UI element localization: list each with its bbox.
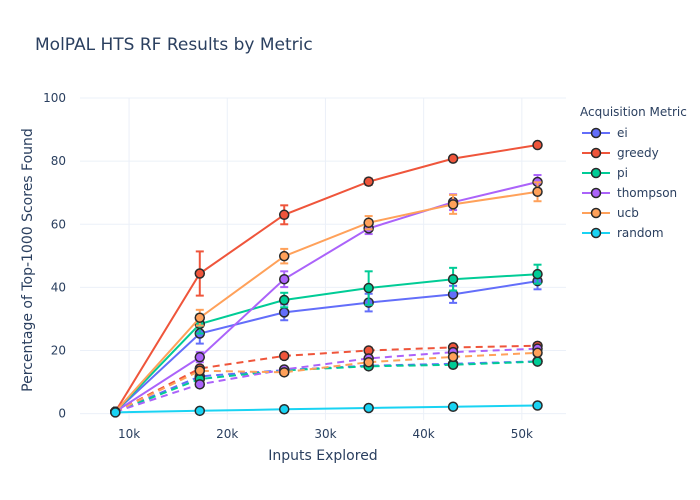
- legend-item-ucb[interactable]: ucb: [582, 206, 639, 220]
- data-point: [447, 273, 459, 285]
- axis-tick-labels: 0 20 40 60 80 100 10k 20k 30k 40k 50k: [43, 91, 533, 441]
- y-tick-label: 40: [51, 280, 66, 294]
- y-tick-label: 60: [51, 217, 66, 231]
- data-point: [532, 186, 543, 198]
- series-line: [114, 360, 538, 413]
- gridlines: [80, 97, 566, 420]
- legend-swatch-marker: [590, 227, 602, 239]
- data-point: [278, 209, 290, 221]
- legend-swatch-marker: [590, 167, 602, 179]
- data-point: [363, 176, 374, 187]
- data-point: [194, 351, 206, 363]
- legend-label: ei: [617, 126, 628, 140]
- series-line: [114, 344, 538, 413]
- data-point: [532, 139, 543, 151]
- x-tick-label: 50k: [511, 427, 533, 441]
- data-point: [278, 367, 290, 378]
- series-line: [115, 404, 538, 414]
- data-point: [110, 407, 121, 418]
- data-point: [447, 351, 459, 363]
- legend-swatch-marker: [590, 147, 602, 159]
- legend-item-pi[interactable]: pi: [582, 166, 628, 180]
- data-point: [194, 312, 206, 323]
- x-tick-label: 30k: [314, 427, 336, 441]
- legend-swatch-marker: [590, 187, 602, 199]
- legend-label: ucb: [617, 206, 639, 220]
- legend-item-random[interactable]: random: [582, 226, 664, 240]
- data-point: [363, 356, 374, 368]
- data-point: [194, 379, 206, 390]
- data-point: [363, 217, 374, 228]
- data-point: [278, 404, 290, 415]
- data-point: [532, 347, 543, 359]
- data-point: [278, 350, 290, 362]
- legend-item-greedy[interactable]: greedy: [582, 146, 659, 160]
- legend[interactable]: Acquisition Metric ei greedy pi thompson ucb…: [580, 105, 687, 240]
- series-line: [114, 181, 538, 413]
- series-line: [114, 273, 538, 413]
- legend-label: random: [617, 226, 664, 240]
- data-point: [532, 400, 543, 411]
- data-point: [447, 401, 459, 412]
- y-tick-label: 80: [51, 154, 66, 168]
- x-tick-label: 40k: [413, 427, 435, 441]
- series-line: [114, 351, 538, 413]
- legend-swatch-marker: [590, 127, 602, 139]
- x-tick-label: 20k: [216, 427, 238, 441]
- series-line: [114, 280, 538, 413]
- series-line: [114, 347, 538, 413]
- data-point: [532, 268, 543, 280]
- y-axis-title: Percentage of Top-1000 Scores Found: [20, 128, 36, 392]
- plot-area: [110, 139, 543, 418]
- legend-swatch-marker: [590, 207, 602, 219]
- legend-label: thompson: [617, 186, 677, 200]
- y-tick-label: 0: [58, 407, 66, 421]
- data-point: [447, 153, 459, 164]
- data-point: [278, 250, 290, 262]
- data-point: [363, 282, 374, 294]
- data-point: [194, 365, 206, 377]
- x-tick-label: 10k: [118, 427, 140, 441]
- data-point: [194, 268, 206, 279]
- data-point: [194, 405, 206, 417]
- legend-item-thompson[interactable]: thompson: [582, 186, 677, 200]
- chart-title: MolPAL HTS RF Results by Metric: [35, 35, 313, 55]
- legend-item-ei[interactable]: ei: [582, 126, 628, 140]
- series-line: [114, 190, 538, 413]
- legend-title: Acquisition Metric: [580, 105, 687, 119]
- series-random: [110, 400, 543, 418]
- data-point: [278, 294, 290, 306]
- legend-label: pi: [617, 166, 628, 180]
- legend-label: greedy: [617, 146, 659, 160]
- series-line: [114, 144, 538, 413]
- data-point: [278, 273, 290, 285]
- x-axis-title: Inputs Explored: [268, 448, 377, 464]
- data-point: [363, 402, 374, 414]
- y-tick-label: 20: [51, 344, 66, 358]
- data-point: [447, 199, 459, 210]
- y-tick-label: 100: [43, 91, 66, 105]
- data-point: [278, 307, 290, 318]
- data-point: [532, 356, 543, 367]
